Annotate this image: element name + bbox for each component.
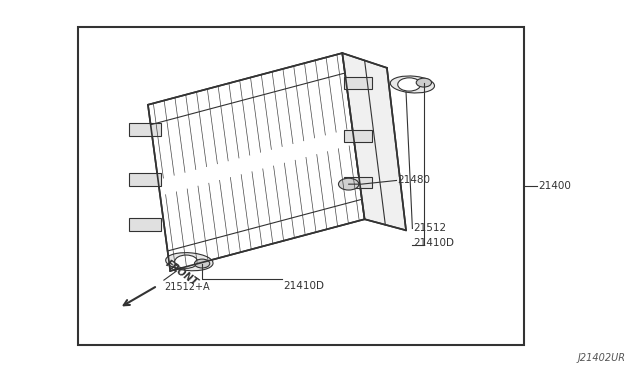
Circle shape xyxy=(339,178,359,190)
Polygon shape xyxy=(342,53,406,230)
Text: 21400: 21400 xyxy=(538,181,571,191)
Bar xyxy=(344,77,372,89)
Text: 21410D: 21410D xyxy=(413,238,454,248)
Text: 21410D: 21410D xyxy=(283,281,324,291)
Bar xyxy=(344,177,372,188)
Text: FRONT: FRONT xyxy=(164,258,200,288)
Ellipse shape xyxy=(390,76,435,93)
Bar xyxy=(78,27,524,345)
Circle shape xyxy=(195,259,210,268)
Bar xyxy=(129,218,161,231)
Ellipse shape xyxy=(166,253,213,271)
Text: 21512: 21512 xyxy=(413,224,447,234)
Circle shape xyxy=(175,255,198,268)
Text: 21512+A: 21512+A xyxy=(164,282,209,292)
Polygon shape xyxy=(148,53,365,271)
Bar xyxy=(129,173,161,186)
Circle shape xyxy=(397,78,420,91)
Bar xyxy=(344,131,372,142)
Text: 21480: 21480 xyxy=(397,176,431,186)
Text: J21402UR: J21402UR xyxy=(578,353,626,363)
Bar xyxy=(129,123,161,136)
Circle shape xyxy=(416,78,431,87)
